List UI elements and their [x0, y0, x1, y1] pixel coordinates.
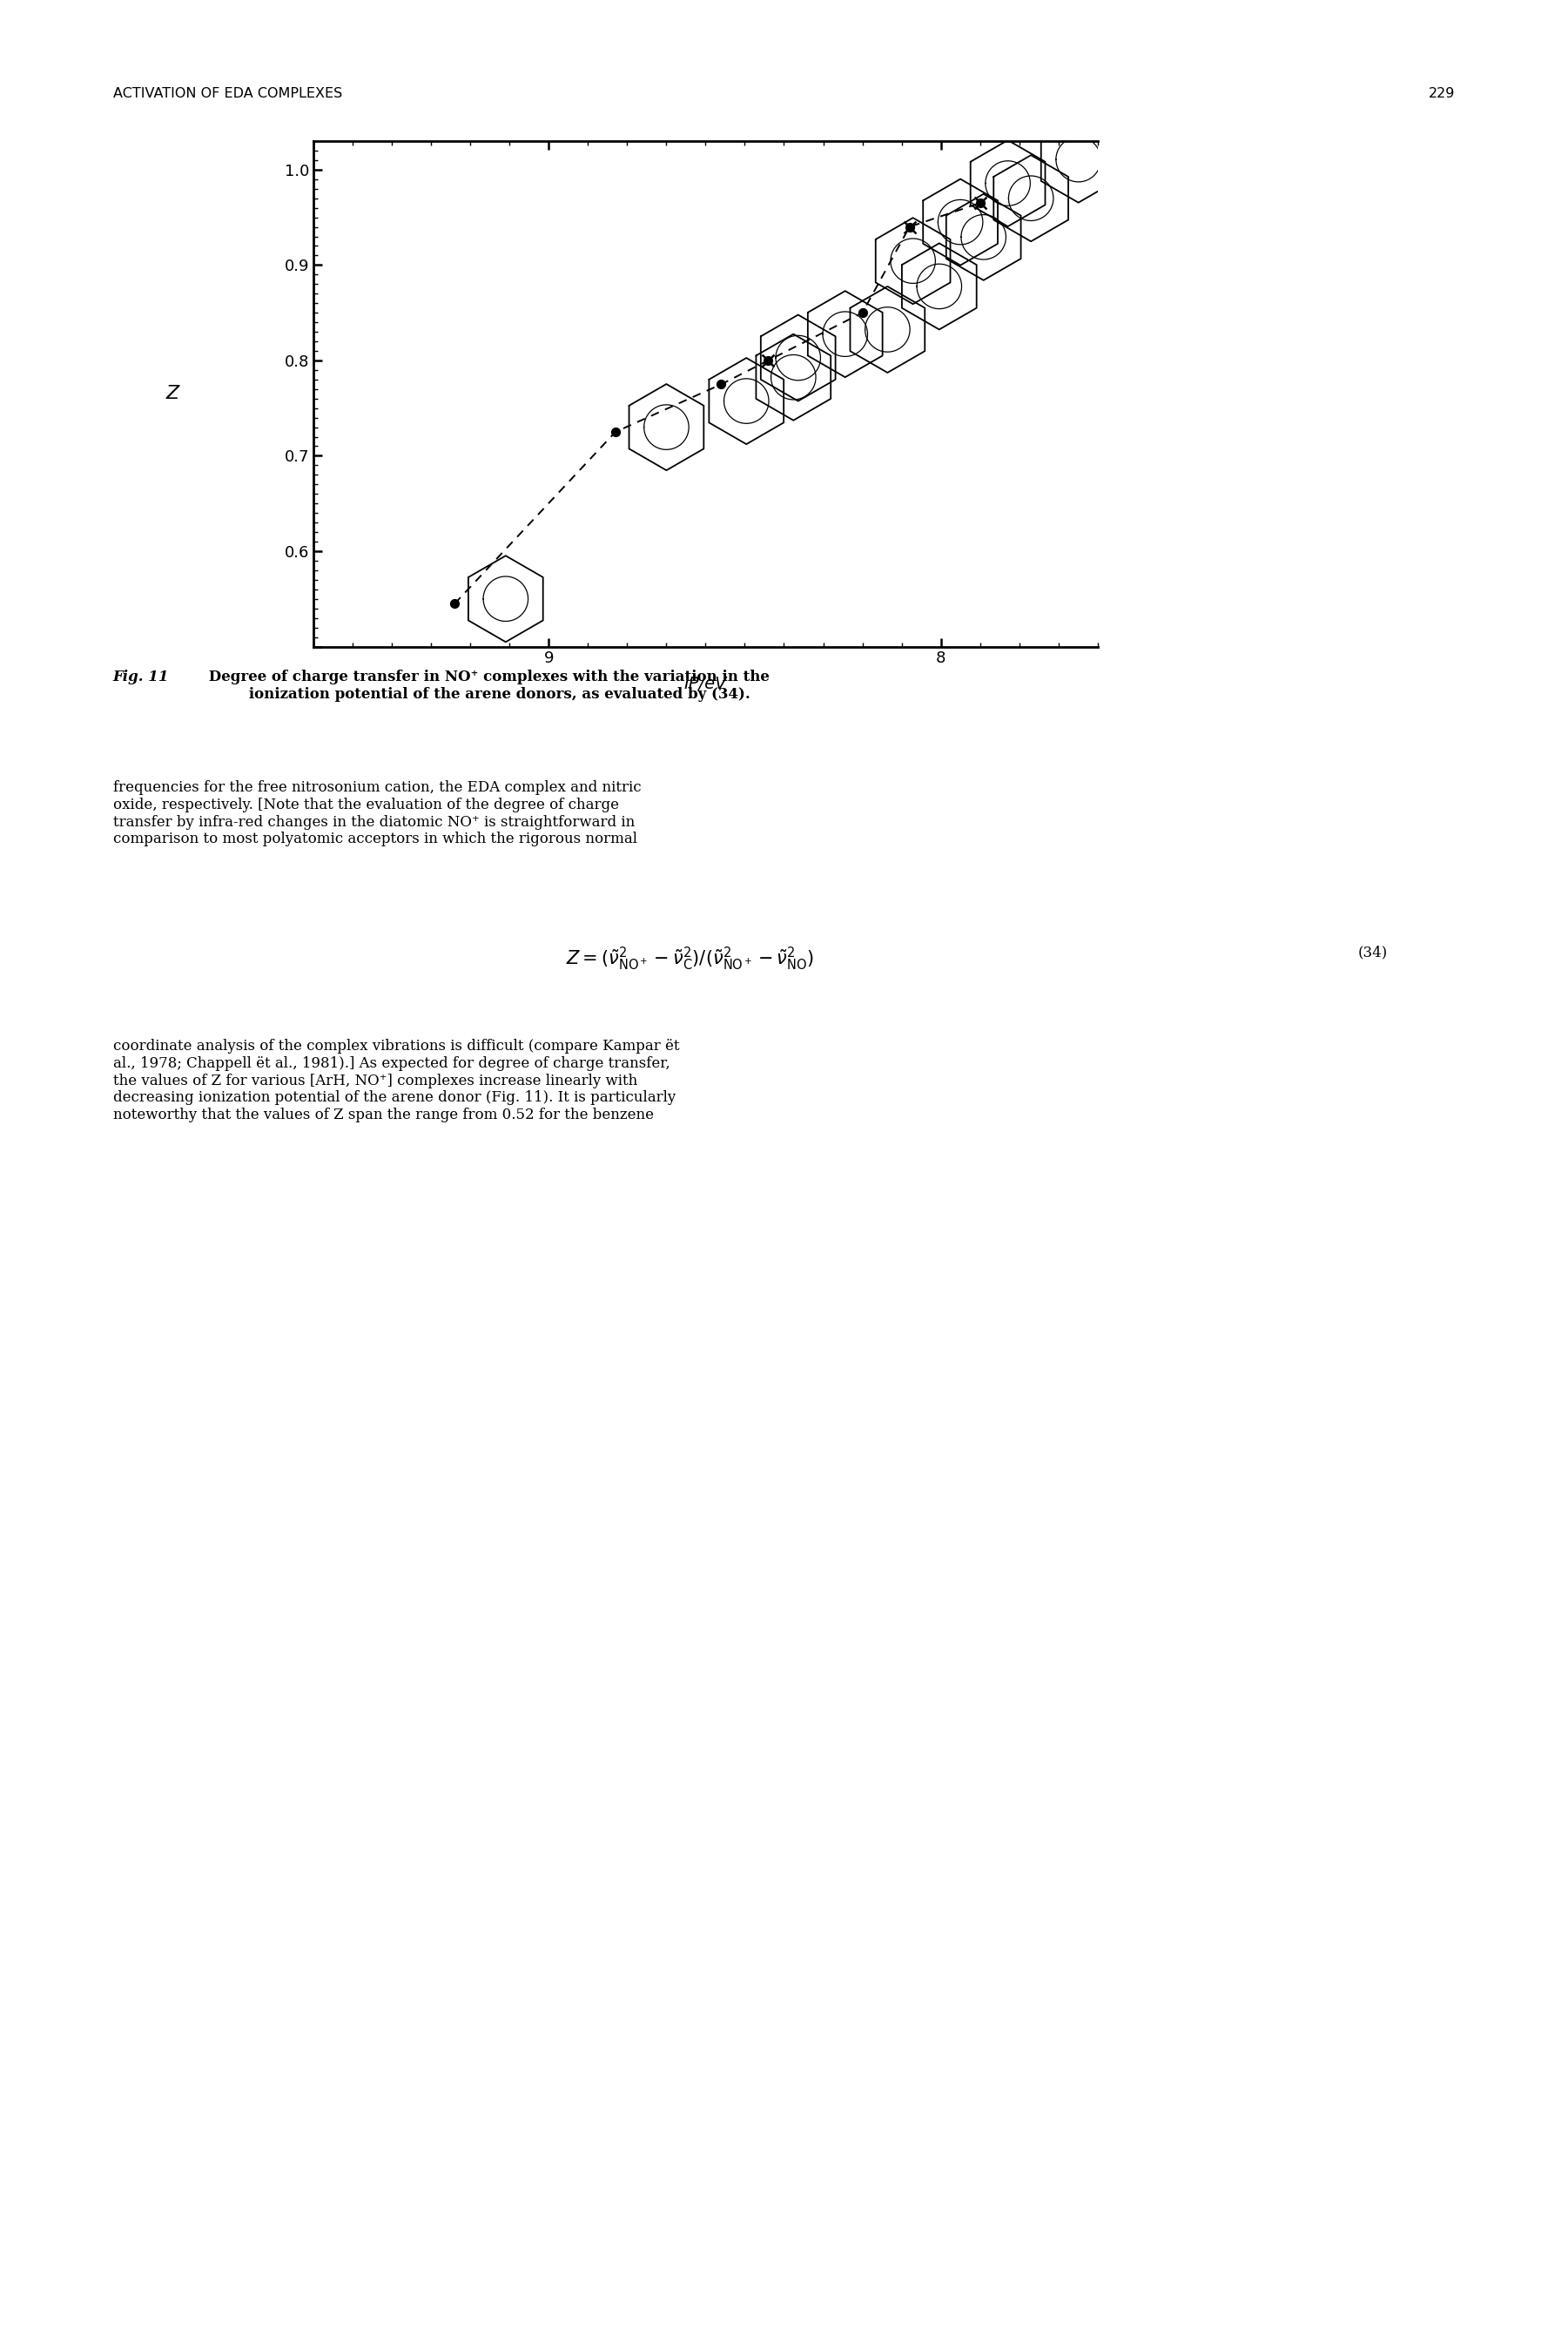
Text: $Z = (\tilde{\nu}^2_{\rm NO^+} - \tilde{\nu}^2_{\rm C})/(\tilde{\nu}^2_{\rm NO^+: $Z = (\tilde{\nu}^2_{\rm NO^+} - \tilde{…	[566, 945, 814, 973]
Point	[756, 341, 781, 379]
Point	[602, 414, 627, 451]
Point	[850, 294, 875, 331]
Point	[967, 183, 993, 221]
Point	[756, 341, 781, 379]
Text: coordinate analysis of the complex vibrations is difficult (compare Kampar ët
al: coordinate analysis of the complex vibra…	[113, 1039, 679, 1121]
Text: ACTIVATION OF EDA COMPLEXES: ACTIVATION OF EDA COMPLEXES	[113, 87, 342, 101]
Point	[897, 209, 922, 247]
Point	[709, 364, 734, 402]
Text: (34): (34)	[1358, 945, 1388, 959]
Point	[442, 585, 467, 623]
Text: frequencies for the free nitrosonium cation, the EDA complex and nitric
oxide, r: frequencies for the free nitrosonium cat…	[113, 781, 641, 846]
X-axis label: IP/eV: IP/eV	[684, 677, 728, 694]
Text: 229: 229	[1428, 87, 1455, 101]
Text: Fig. 11: Fig. 11	[113, 670, 169, 684]
Text: Z: Z	[166, 386, 179, 402]
Point	[967, 183, 993, 221]
Text: Degree of charge transfer in NO⁺ complexes with the variation in the
         io: Degree of charge transfer in NO⁺ complex…	[204, 670, 770, 703]
Point	[897, 209, 922, 247]
